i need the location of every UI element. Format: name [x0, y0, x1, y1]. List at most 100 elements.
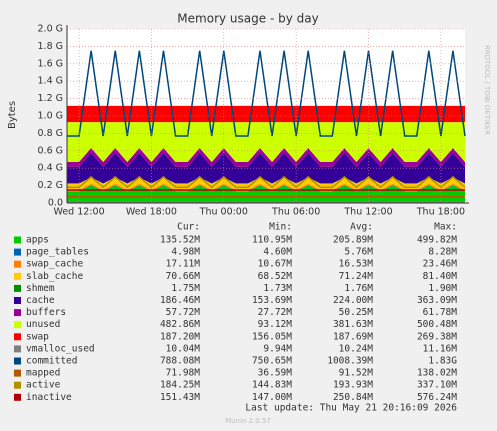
legend-swatch [14, 272, 21, 280]
y-tick-label: 0.0 [48, 198, 63, 209]
legend-value: 1.75M [171, 283, 200, 294]
area-page-tables [67, 185, 465, 192]
legend-label: page_tables [26, 247, 89, 258]
legend-label: vmalloc_used [26, 343, 95, 354]
legend-value: 363.09M [417, 295, 457, 306]
legend-swatch [14, 321, 21, 329]
legend-swatch [14, 297, 21, 304]
legend-value: 68.52M [258, 271, 293, 282]
y-tick-label: 1.6 G [38, 58, 64, 69]
legend-value: 36.59M [258, 368, 293, 379]
legend-label: committed [26, 356, 77, 367]
area-swap [67, 105, 465, 123]
legend-swatch [14, 236, 21, 244]
area-buffers [67, 148, 465, 167]
legend-value: 70.66M [166, 271, 201, 282]
legend-value: 27.72M [258, 307, 293, 318]
legend-header: Min: [269, 222, 292, 233]
legend-value: 205.89M [333, 235, 373, 246]
legend-value: 193.93M [333, 380, 373, 391]
legend-header: Avg: [350, 222, 373, 233]
y-tick-label: 0.2 G [38, 180, 64, 191]
legend-value: 61.78M [423, 307, 458, 318]
legend-value: 337.10M [417, 380, 457, 391]
legend-value: 500.48M [417, 319, 457, 330]
legend-swatch [14, 309, 21, 317]
legend-value: 16.53M [339, 259, 374, 270]
legend-value: 10.04M [166, 343, 201, 354]
legend-value: 1.76M [344, 283, 373, 294]
legend-value: 750.65M [252, 356, 292, 367]
legend-swatch [14, 393, 21, 401]
legend: Cur: Min: Avg: Max: apps 135.52M 110.95M 205.89… [14, 222, 457, 403]
legend-value: 186.46M [160, 295, 200, 306]
legend-value: 153.69M [252, 295, 292, 306]
legend-value: 110.95M [252, 235, 292, 246]
legend-value: 23.46M [423, 259, 458, 270]
legend-value: 50.25M [339, 307, 374, 318]
y-tick-label: 0.6 G [38, 145, 64, 156]
last-update: Last update: Thu May 21 20:16:09 2026 [245, 403, 457, 414]
legend-header: Max: [434, 222, 457, 233]
legend-value: 10.67M [258, 259, 293, 270]
legend-swatch [14, 357, 21, 365]
footer: Munin 2.0.57 [225, 417, 271, 425]
line-active [67, 175, 466, 189]
legend-header: Cur: [177, 222, 200, 233]
x-tick-label: Wed 12:00 [54, 207, 105, 218]
y-tick-label: 1.2 G [38, 93, 64, 104]
x-tick-label: Thu 00:00 [199, 207, 248, 218]
y-tick-label: 1.0 G [38, 111, 64, 122]
y-tick-label: 0.8 G [38, 128, 64, 139]
legend-value: 57.72M [166, 307, 201, 318]
legend-value: 482.86M [160, 319, 200, 330]
legend-value: 499.82M [417, 235, 457, 246]
x-tick-label: Wed 18:00 [126, 207, 177, 218]
legend-value: 5.76M [344, 247, 373, 258]
area-slab-cache [67, 177, 465, 190]
legend-value: 187.20M [160, 331, 200, 342]
legend-label: slab_cache [26, 271, 83, 282]
plot-layer: 0.0 0.2 G 0.4 G 0.6 G 0.8 G 1.0 G 1.2 G 1.4 G 1.… [38, 24, 469, 218]
legend-value: 9.94M [263, 343, 292, 354]
legend-value: 8.28M [428, 247, 457, 258]
legend-swatch [14, 248, 21, 256]
legend-value: 576.24M [417, 392, 457, 403]
legend-value: 91.52M [339, 368, 374, 379]
legend-value: 93.12M [258, 319, 293, 330]
chart-title: Memory usage - by day [177, 12, 318, 26]
legend-value: 250.84M [333, 392, 373, 403]
legend-value: 11.16M [423, 343, 458, 354]
legend-label: inactive [26, 392, 72, 403]
legend-label: unused [26, 319, 60, 330]
legend-label: swap [26, 331, 49, 342]
legend-value: 381.63M [333, 319, 373, 330]
legend-value: 71.98M [166, 368, 201, 379]
legend-value: 1.90M [428, 283, 457, 294]
legend-value: 135.52M [160, 235, 200, 246]
legend-value: 224.00M [333, 295, 373, 306]
legend-label: shmem [26, 283, 55, 294]
y-tick-label: 0.4 G [38, 163, 64, 174]
y-tick-label: 1.8 G [38, 41, 64, 52]
legend-swatch [14, 333, 21, 341]
legend-label: mapped [26, 368, 60, 379]
legend-label: cache [26, 295, 55, 306]
y-tick-label: 1.4 G [38, 76, 64, 87]
legend-label: apps [26, 235, 49, 246]
line-committed [67, 50, 466, 137]
x-tick-label: Thu 06:00 [271, 207, 320, 218]
legend-value: 138.02M [417, 368, 457, 379]
legend-swatch [14, 369, 21, 377]
legend-swatch [14, 260, 21, 268]
legend-value: 10.24M [339, 343, 374, 354]
legend-value: 187.69M [333, 331, 373, 342]
legend-label: swap_cache [26, 259, 83, 270]
watermark: RRDTOOL / TOBI OETIKER [483, 45, 491, 135]
legend-label: buffers [26, 307, 66, 318]
legend-value: 151.43M [160, 392, 200, 403]
legend-swatch [14, 284, 21, 292]
legend-swatch [14, 381, 21, 389]
legend-value: 269.38M [417, 331, 457, 342]
